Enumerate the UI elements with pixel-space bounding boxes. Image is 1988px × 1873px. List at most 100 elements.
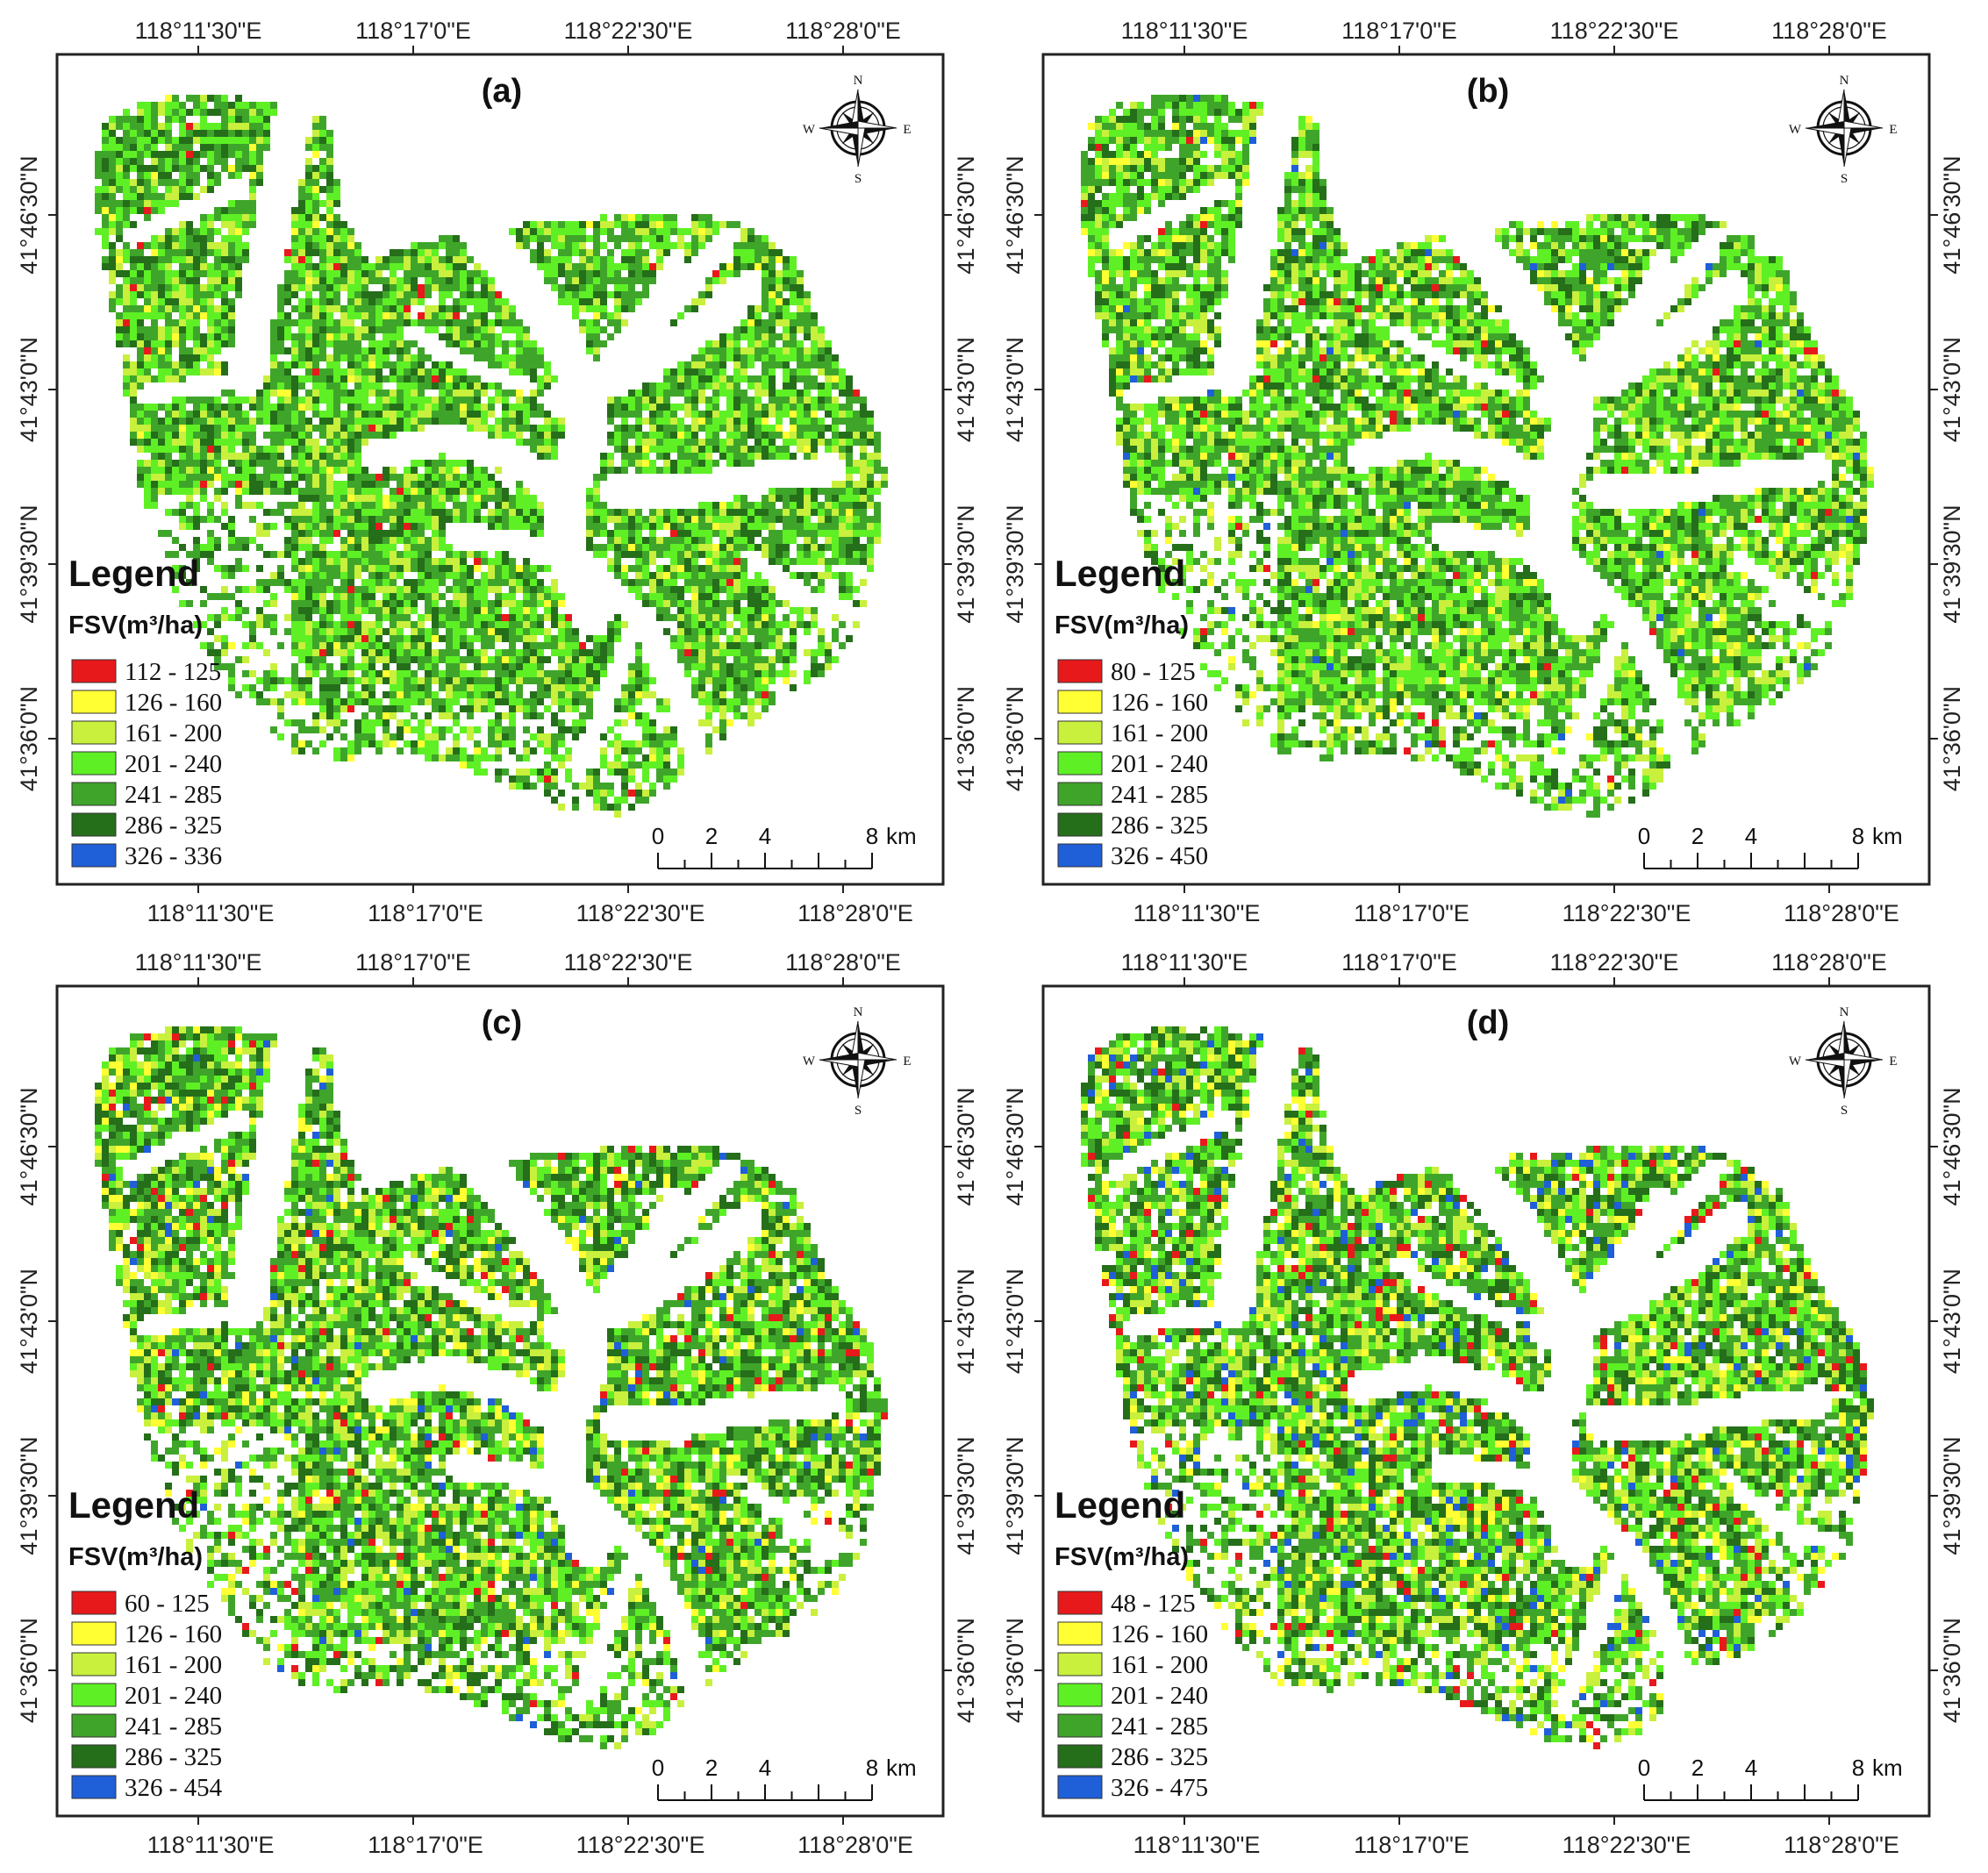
latitude-label-left: 41°36'0"N <box>16 686 42 791</box>
legend-swatch-4 <box>71 1683 117 1707</box>
legend-range-4: 201 - 240 <box>1111 750 1208 778</box>
longitude-label-bottom: 118°22'30"E <box>576 900 705 926</box>
latitude-label-right: 41°39'30"N <box>1939 504 1965 623</box>
map-svg-d: 118°11'30"E 118°11'30"E 118°17'0"E 118°17'0… <box>1002 949 1965 1858</box>
longitude-label-top: 118°11'30"E <box>135 18 262 44</box>
compass-letter-w: W <box>803 1054 816 1069</box>
fsv-class-6-pixels <box>1081 1026 1874 1742</box>
legend-swatch-6 <box>1057 812 1103 837</box>
compass-letter-s: S <box>1841 172 1848 186</box>
longitude-label-top: 118°17'0"E <box>1341 949 1457 976</box>
legend-swatch-4 <box>71 751 117 776</box>
compass-letter-e: E <box>903 1054 911 1069</box>
fsv-class-5-pixels <box>95 95 888 811</box>
latitude-label-left: 41°36'0"N <box>16 1618 42 1723</box>
latitude-label-right: 41°43'0"N <box>1939 1269 1965 1374</box>
map-panel-c: 118°11'30"E 118°11'30"E 118°17'0"E 118°17'0… <box>0 932 995 1865</box>
latitude-label-right: 41°39'30"N <box>953 504 979 623</box>
compass-letter-w: W <box>803 123 816 137</box>
latitude-label-left: 41°39'30"N <box>16 1436 42 1555</box>
map-panel-b: 118°11'30"E 118°11'30"E 118°17'0"E 118°17'0… <box>986 0 1981 933</box>
latitude-label-left: 41°46'30"N <box>1002 155 1028 274</box>
longitude-label-top: 118°28'0"E <box>1771 949 1887 976</box>
longitude-label-bottom: 118°28'0"E <box>1784 1832 1899 1858</box>
scale-unit: km <box>1872 823 1903 849</box>
latitude-label-right: 41°36'0"N <box>1939 686 1965 791</box>
map-svg-b: 118°11'30"E 118°11'30"E 118°17'0"E 118°17'0… <box>1002 18 1965 926</box>
latitude-label-left: 41°36'0"N <box>1002 686 1028 791</box>
fsv-class-4-pixels <box>95 95 881 804</box>
longitude-label-top: 118°28'0"E <box>1771 18 1887 44</box>
scale-tick-label: 2 <box>705 1755 718 1781</box>
longitude-label-top: 118°11'30"E <box>1121 949 1248 976</box>
latitude-label-left: 41°43'0"N <box>16 337 42 442</box>
latitude-label-right: 41°36'0"N <box>953 1618 979 1723</box>
compass-rose-icon: N S E W <box>1789 1005 1898 1118</box>
legend-title: Legend <box>1055 553 1185 594</box>
legend-range-7: 326 - 450 <box>1111 842 1208 870</box>
panel-label: (d) <box>1467 1004 1510 1041</box>
legend-swatch-6 <box>71 812 117 837</box>
fsv-class-6-pixels <box>1081 95 1867 804</box>
compass-letter-n: N <box>854 1005 863 1019</box>
compass-letter-w: W <box>1789 1054 1802 1069</box>
legend-swatch-4 <box>1057 1683 1103 1707</box>
latitude-label-right: 41°39'30"N <box>1939 1436 1965 1555</box>
legend-swatch-1 <box>1057 1591 1103 1615</box>
latitude-label-left: 41°39'30"N <box>16 504 42 623</box>
latitude-label-right: 41°36'0"N <box>953 686 979 791</box>
compass-letter-e: E <box>1889 1054 1897 1069</box>
legend-swatch-1 <box>71 659 117 683</box>
legend-range-3: 161 - 200 <box>1111 719 1208 747</box>
legend-range-6: 286 - 325 <box>125 1743 222 1771</box>
longitude-label-bottom: 118°28'0"E <box>797 900 913 926</box>
fsv-class-5-pixels <box>95 1026 888 1749</box>
longitude-label-top: 118°17'0"E <box>355 18 471 44</box>
compass-letter-s: S <box>855 172 862 186</box>
fsv-class-5-pixels <box>1081 1026 1867 1742</box>
longitude-label-top: 118°22'30"E <box>1550 18 1679 44</box>
longitude-label-bottom: 118°17'0"E <box>1354 900 1470 926</box>
scale-tick-label: 2 <box>1691 1755 1704 1781</box>
longitude-label-top: 118°17'0"E <box>355 949 471 976</box>
legend-range-3: 161 - 200 <box>125 1651 222 1679</box>
longitude-label-bottom: 118°11'30"E <box>147 900 275 926</box>
legend-range-7: 326 - 475 <box>1111 1774 1208 1802</box>
scale-bar: 0 2 4 8 km <box>1638 1755 1903 1801</box>
legend-range-2: 126 - 160 <box>1111 689 1208 717</box>
legend-range-1: 112 - 125 <box>125 658 221 686</box>
legend-range-1: 80 - 125 <box>1111 658 1196 686</box>
compass-letter-n: N <box>854 74 863 88</box>
latitude-label-left: 41°46'30"N <box>1002 1087 1028 1205</box>
latitude-label-right: 41°46'30"N <box>953 1087 979 1205</box>
legend-swatch-3 <box>71 720 117 745</box>
legend-swatch-6 <box>1057 1744 1103 1769</box>
legend-swatch-2 <box>1057 690 1103 714</box>
longitude-label-bottom: 118°22'30"E <box>576 1832 705 1858</box>
fsv-raster <box>1081 1026 1874 1749</box>
legend-swatch-2 <box>71 1621 117 1646</box>
scale-tick-label: 4 <box>1745 1755 1757 1781</box>
longitude-label-top: 118°11'30"E <box>1121 18 1248 44</box>
fsv-class-7-pixels <box>1088 1033 1867 1735</box>
legend-swatch-3 <box>1057 1652 1103 1676</box>
legend-swatch-6 <box>71 1744 117 1769</box>
compass-letter-s: S <box>1841 1104 1848 1118</box>
fsv-class-3-pixels <box>1081 102 1874 811</box>
legend-range-5: 241 - 285 <box>125 781 222 809</box>
scale-tick-label: 0 <box>1638 1755 1650 1781</box>
longitude-label-bottom: 118°17'0"E <box>368 900 483 926</box>
longitude-label-top: 118°11'30"E <box>135 949 262 976</box>
scale-tick-label: 4 <box>759 1755 771 1781</box>
scale-bar: 0 2 4 8 km <box>1638 823 1903 869</box>
legend-range-7: 326 - 336 <box>125 842 222 870</box>
legend-swatch-1 <box>1057 659 1103 683</box>
compass-letter-n: N <box>1840 1005 1849 1019</box>
legend-swatch-1 <box>71 1591 117 1615</box>
latitude-label-right: 41°36'0"N <box>1939 1618 1965 1723</box>
longitude-label-bottom: 118°11'30"E <box>1133 1832 1261 1858</box>
legend-range-2: 126 - 160 <box>1111 1620 1208 1648</box>
